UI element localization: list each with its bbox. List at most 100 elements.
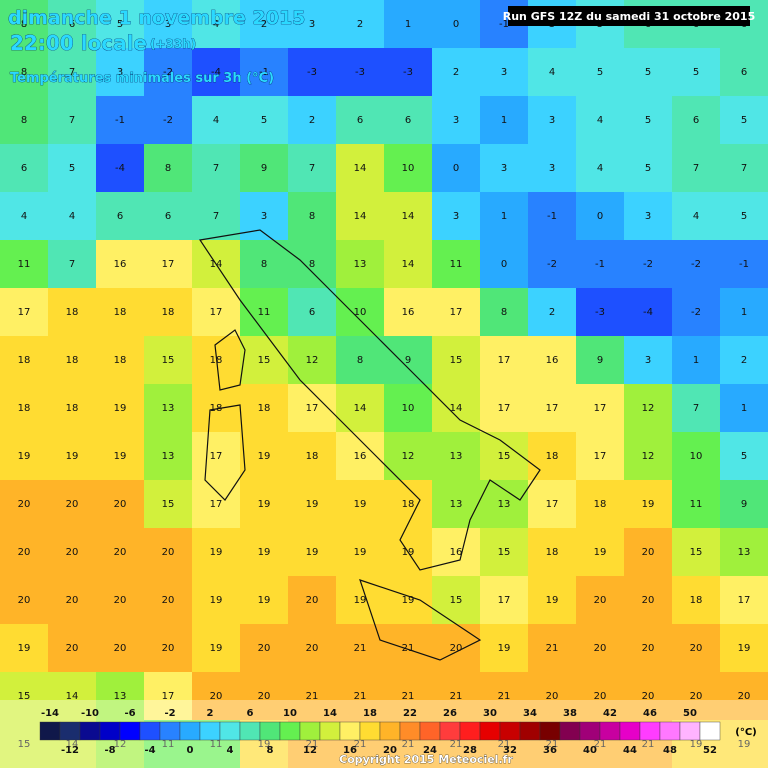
temperature-cell xyxy=(240,576,288,624)
legend-swatch xyxy=(559,721,581,741)
temperature-cell xyxy=(192,0,240,48)
temperature-value: 17 xyxy=(162,691,175,702)
temperature-value: 12 xyxy=(402,451,415,462)
temperature-cell xyxy=(528,336,576,384)
legend-label: 20 xyxy=(383,745,397,756)
legend-swatch xyxy=(159,721,181,741)
temperature-cell xyxy=(672,96,720,144)
temperature-value: 18 xyxy=(594,499,607,510)
temperature-cell xyxy=(528,480,576,528)
temperature-cell xyxy=(0,0,48,48)
temperature-value: 21 xyxy=(546,643,559,654)
temperature-cell xyxy=(240,384,288,432)
temperature-cell xyxy=(384,240,432,288)
temperature-cell xyxy=(480,480,528,528)
temperature-value: 13 xyxy=(498,499,511,510)
temperature-value: 13 xyxy=(738,547,751,558)
temperature-value: 11 xyxy=(18,259,31,270)
temperature-value: 3 xyxy=(549,163,555,174)
temperature-value: -1 xyxy=(115,115,125,126)
temperature-value: 16 xyxy=(354,451,367,462)
temperature-cell xyxy=(240,528,288,576)
temperature-cell xyxy=(0,336,48,384)
temperature-value: 15 xyxy=(162,355,175,366)
temperature-cell xyxy=(528,144,576,192)
temperature-value: 14 xyxy=(354,403,367,414)
temperature-cell xyxy=(192,672,240,720)
temperature-value: 19 xyxy=(498,643,511,654)
temperature-value: 8 xyxy=(357,355,363,366)
temperature-value: 18 xyxy=(258,403,271,414)
legend-label: -6 xyxy=(124,708,135,719)
temperature-cell xyxy=(48,48,96,96)
temperature-value: 20 xyxy=(18,499,31,510)
temperature-value: 0 xyxy=(453,19,459,30)
temperature-value: -1 xyxy=(547,211,557,222)
temperature-cell xyxy=(144,336,192,384)
temperature-value: 19 xyxy=(738,643,751,654)
temperature-cell xyxy=(96,192,144,240)
legend-swatch xyxy=(699,721,721,741)
temperature-cell xyxy=(336,480,384,528)
legend-swatch xyxy=(599,721,621,741)
temperature-cell xyxy=(144,576,192,624)
subtitle: Températures minimales sur 3h (°C) xyxy=(10,71,274,86)
temperature-value: 9 xyxy=(597,355,603,366)
temperature-value: 21 xyxy=(594,739,607,750)
date-title: dimanche 1 novembre 2015 xyxy=(8,7,305,29)
temperature-value: 19 xyxy=(66,451,79,462)
temperature-cell xyxy=(240,432,288,480)
temperature-value: -3 xyxy=(355,67,365,78)
temperature-cell xyxy=(624,240,672,288)
temperature-value: 13 xyxy=(114,691,127,702)
temperature-cell xyxy=(480,288,528,336)
legend-swatch xyxy=(659,721,681,741)
temperature-cell xyxy=(528,288,576,336)
temperature-value: 13 xyxy=(162,403,175,414)
legend-label: 28 xyxy=(463,745,477,756)
temperature-cell xyxy=(96,480,144,528)
temperature-cell xyxy=(384,48,432,96)
temperature-value: 3 xyxy=(549,115,555,126)
temperature-cell xyxy=(144,384,192,432)
temperature-cell xyxy=(96,432,144,480)
temperature-cell xyxy=(576,672,624,720)
temperature-cell xyxy=(528,576,576,624)
temperature-value: 19 xyxy=(690,739,703,750)
temperature-cell xyxy=(432,288,480,336)
temperature-cell xyxy=(240,48,288,96)
temperature-cell xyxy=(720,192,768,240)
temperature-value: 6 xyxy=(357,115,363,126)
temperature-cell xyxy=(672,336,720,384)
temperature-value: 5 xyxy=(741,451,747,462)
temperature-value: 13 xyxy=(450,499,463,510)
temperature-value: 19 xyxy=(738,739,751,750)
temperature-cell xyxy=(144,48,192,96)
legend-swatch xyxy=(679,721,701,741)
temperature-value: 21 xyxy=(354,643,367,654)
temperature-value: 21 xyxy=(450,739,463,750)
temperature-value: 18 xyxy=(162,307,175,318)
temperature-value: 14 xyxy=(402,211,415,222)
temperature-cell xyxy=(288,432,336,480)
time-title: 22:00 locale xyxy=(10,31,147,55)
legend-label: 32 xyxy=(503,745,517,756)
legend-label: 8 xyxy=(267,745,274,756)
temperature-value: 21 xyxy=(450,691,463,702)
temperature-value: 1 xyxy=(741,403,747,414)
temperature-value: 3 xyxy=(261,211,267,222)
temperature-value: 7 xyxy=(213,163,219,174)
legend-swatch xyxy=(519,721,541,741)
temperature-value: 19 xyxy=(306,547,319,558)
temperature-value: 18 xyxy=(210,355,223,366)
temperature-cell xyxy=(192,528,240,576)
temperature-value: 3 xyxy=(501,67,507,78)
legend-swatch xyxy=(539,721,561,741)
temperature-cell xyxy=(432,336,480,384)
temperature-value: 7 xyxy=(693,163,699,174)
legend-swatch xyxy=(219,721,241,741)
offset: (+33h) xyxy=(150,37,196,51)
temperature-value: 2 xyxy=(357,19,363,30)
temperature-cell xyxy=(432,192,480,240)
